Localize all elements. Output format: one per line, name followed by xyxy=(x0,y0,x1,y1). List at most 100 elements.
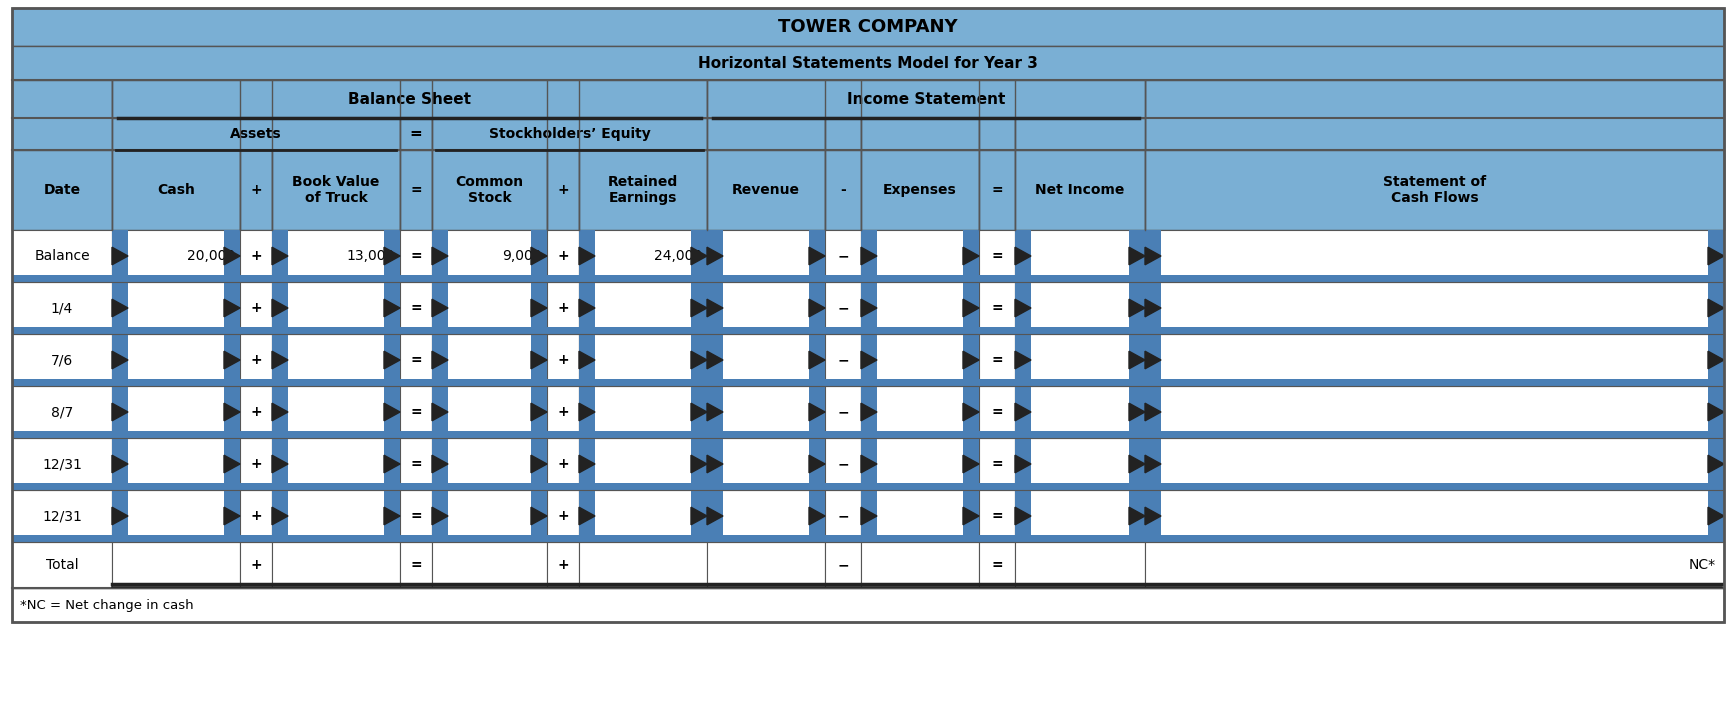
Bar xyxy=(1146,386,1161,438)
Polygon shape xyxy=(861,455,877,473)
Bar xyxy=(432,282,448,334)
Polygon shape xyxy=(1146,507,1161,525)
Polygon shape xyxy=(963,455,979,473)
Bar xyxy=(432,438,448,490)
Bar xyxy=(240,490,273,542)
Bar xyxy=(432,438,547,490)
Bar xyxy=(399,282,432,334)
Text: +: + xyxy=(557,183,569,197)
Text: +: + xyxy=(557,405,569,419)
Text: +: + xyxy=(557,457,569,471)
Polygon shape xyxy=(384,455,399,473)
Text: −: − xyxy=(837,457,849,471)
Bar xyxy=(113,282,240,334)
Bar xyxy=(707,118,825,150)
Bar xyxy=(273,230,399,282)
Bar xyxy=(273,438,399,490)
Bar xyxy=(580,386,595,438)
Bar xyxy=(273,334,399,386)
Polygon shape xyxy=(580,403,595,421)
Polygon shape xyxy=(809,455,825,473)
Text: Expenses: Expenses xyxy=(884,183,957,197)
Bar xyxy=(1146,282,1161,334)
Bar xyxy=(432,334,448,386)
Polygon shape xyxy=(273,351,288,368)
Bar xyxy=(113,490,128,542)
Bar xyxy=(1708,282,1724,334)
Bar xyxy=(691,438,707,490)
Bar xyxy=(432,386,448,438)
Bar xyxy=(1146,150,1724,230)
Polygon shape xyxy=(113,299,128,317)
Bar xyxy=(963,490,979,542)
Text: Date: Date xyxy=(43,183,80,197)
Bar xyxy=(547,150,580,230)
Bar xyxy=(825,230,861,282)
Bar xyxy=(580,282,707,334)
Bar xyxy=(979,438,1016,490)
Polygon shape xyxy=(1128,299,1146,317)
Bar xyxy=(707,438,722,490)
Text: =: = xyxy=(410,301,422,315)
Bar xyxy=(12,80,1724,118)
Bar xyxy=(113,118,399,150)
Polygon shape xyxy=(273,403,288,421)
Polygon shape xyxy=(707,507,722,525)
Bar xyxy=(384,438,399,490)
Polygon shape xyxy=(531,403,547,421)
Bar xyxy=(861,334,877,386)
Polygon shape xyxy=(809,247,825,265)
Bar xyxy=(1146,334,1161,386)
Bar xyxy=(1708,334,1724,386)
Bar xyxy=(547,542,580,588)
Bar xyxy=(113,438,240,490)
Polygon shape xyxy=(691,299,707,317)
Bar xyxy=(12,334,1724,386)
Text: Assets: Assets xyxy=(231,127,281,141)
Polygon shape xyxy=(1708,507,1724,525)
Bar xyxy=(861,386,979,438)
Bar xyxy=(12,490,113,542)
Bar xyxy=(432,490,448,542)
Text: 7/6: 7/6 xyxy=(50,353,73,367)
Bar xyxy=(825,282,861,334)
Polygon shape xyxy=(384,351,399,368)
Polygon shape xyxy=(580,247,595,265)
Polygon shape xyxy=(963,507,979,525)
Text: =: = xyxy=(991,405,1003,419)
Bar xyxy=(1146,230,1161,282)
Bar xyxy=(12,334,113,386)
Text: =: = xyxy=(410,183,422,197)
Bar xyxy=(12,386,1724,438)
Polygon shape xyxy=(113,351,128,368)
Polygon shape xyxy=(580,507,595,525)
Bar xyxy=(240,386,273,438)
Text: +: + xyxy=(250,249,262,263)
Polygon shape xyxy=(432,507,448,525)
Text: Balance: Balance xyxy=(35,249,90,263)
Bar xyxy=(979,230,1016,282)
Bar xyxy=(1708,230,1724,282)
Text: Horizontal Statements Model for Year 3: Horizontal Statements Model for Year 3 xyxy=(698,55,1038,70)
Text: =: = xyxy=(991,558,1003,572)
Bar xyxy=(861,490,877,542)
Bar xyxy=(224,490,240,542)
Polygon shape xyxy=(1128,351,1146,368)
Text: +: + xyxy=(250,509,262,523)
Bar xyxy=(12,230,1724,282)
Text: +: + xyxy=(250,353,262,367)
Polygon shape xyxy=(384,507,399,525)
Bar xyxy=(1146,282,1724,334)
Text: =: = xyxy=(410,509,422,523)
Bar xyxy=(1016,334,1031,386)
Polygon shape xyxy=(224,403,240,421)
Text: =: = xyxy=(410,249,422,263)
Bar xyxy=(384,490,399,542)
Polygon shape xyxy=(432,247,448,265)
Bar xyxy=(113,542,240,588)
Polygon shape xyxy=(861,507,877,525)
Text: -: - xyxy=(840,183,845,197)
Bar xyxy=(1016,282,1031,334)
Bar xyxy=(861,150,979,230)
Polygon shape xyxy=(432,351,448,368)
